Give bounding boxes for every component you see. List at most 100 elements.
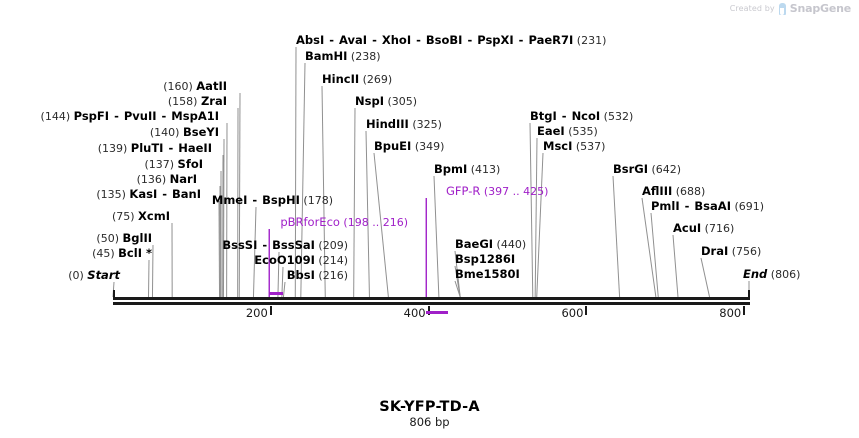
enzyme-name: BtgI: [530, 109, 557, 123]
snapgene-logo-icon: [778, 2, 786, 15]
enzyme-label-sfoi[interactable]: (137) SfoI: [144, 157, 203, 172]
enzyme-label-drai[interactable]: DraI (756): [701, 245, 762, 259]
enzyme-label-bsp1286i[interactable]: Bsp1286I: [455, 253, 515, 266]
enzyme-separator: -: [412, 33, 425, 47]
enzyme-name: PaeR7I: [528, 33, 574, 47]
enzyme-name: End: [743, 267, 768, 281]
enzyme-name: Bsp1286I: [455, 252, 516, 266]
enzyme-name: Start: [87, 268, 120, 282]
enzyme-position: (135): [96, 188, 130, 201]
enzyme-name: BsrGI: [613, 162, 648, 176]
enzyme-position: (537): [572, 140, 606, 153]
enzyme-position: (535): [564, 125, 598, 138]
enzyme-position: (305): [383, 95, 418, 108]
enzyme-label-xcmi[interactable]: (75) XcmI: [112, 210, 170, 224]
watermark-created-by-text: Created by: [729, 4, 775, 13]
enzyme-label-pspfi-group[interactable]: (144) PspFI - PvuII - MspA1I: [40, 109, 219, 124]
enzyme-label-bbsi[interactable]: BbsI (216): [286, 268, 348, 283]
enzyme-label-bme1580i[interactable]: Bme1580I: [455, 268, 520, 281]
enzyme-position: (45): [92, 247, 119, 260]
enzyme-name: KasI: [129, 187, 158, 201]
enzyme-separator: -: [680, 199, 694, 213]
ruler-tick: [743, 306, 746, 315]
enzyme-label-pluti-haeii[interactable]: (139) PluTI - HaeII: [98, 141, 212, 156]
enzyme-label-eaei[interactable]: EaeI (535): [537, 125, 598, 139]
enzyme-position: (231): [573, 34, 607, 47]
enzyme-label-bpuei[interactable]: BpuEI (349): [374, 140, 445, 154]
enzyme-separator: -: [110, 109, 123, 123]
enzyme-name: XhoI: [381, 33, 412, 47]
enzyme-position: (532): [600, 110, 634, 123]
enzyme-label-bseyi[interactable]: (140) BseYI: [150, 126, 219, 140]
enzyme-position: (642): [648, 163, 682, 176]
enzyme-name: GFP-R: [446, 184, 481, 198]
enzyme-name: PspXI: [477, 33, 514, 47]
enzyme-label-bsssi-bsssai[interactable]: BssSI - BssSaI (209): [222, 238, 348, 253]
enzyme-label-bamhi[interactable]: BamHI (238): [305, 50, 381, 64]
enzyme-label-nspi[interactable]: NspI (305): [355, 95, 418, 109]
enzyme-label-kasi-bani[interactable]: (135) KasI - BanI: [96, 187, 201, 202]
enzyme-position: (214): [314, 254, 348, 267]
enzyme-name: PspFI: [73, 109, 110, 123]
enzyme-name: SfoI: [177, 157, 203, 171]
enzyme-label-nari[interactable]: (136) NarI: [137, 172, 197, 187]
enzyme-name: ZraI: [200, 94, 227, 108]
backbone-end-cap: [748, 290, 750, 298]
enzyme-name: AbsI: [296, 33, 325, 47]
enzyme-label-bcli[interactable]: (45) BclI *: [92, 247, 152, 261]
feature-bar-gfp-r-bar[interactable]: [426, 311, 449, 314]
enzyme-label-acui[interactable]: AcuI (716): [673, 221, 734, 236]
enzyme-label-start[interactable]: (0) Start: [68, 268, 120, 283]
enzyme-separator: -: [258, 238, 272, 252]
enzyme-position: (209): [314, 239, 348, 252]
enzyme-position: (756): [728, 245, 762, 258]
enzyme-name: MspA1I: [171, 109, 219, 123]
enzyme-name: AflIII: [642, 184, 673, 198]
enzyme-name: PvuII: [123, 109, 157, 123]
enzyme-label-aatii[interactable]: (160) AatII: [163, 80, 227, 94]
enzyme-name: BsaAI: [694, 199, 731, 213]
enzyme-position: (0): [68, 269, 88, 282]
enzyme-label-hincii[interactable]: HincII (269): [322, 72, 393, 87]
enzyme-separator: -: [368, 33, 381, 47]
enzyme-label-btgi-ncoi[interactable]: BtgI - NcoI (532): [530, 109, 634, 124]
enzyme-name: PluTI: [130, 141, 164, 155]
enzyme-label-pbrforeco[interactable]: pBRforEco (198 .. 216): [280, 215, 408, 230]
enzyme-label-mmei-bsphi[interactable]: MmeI - BspHI (178): [212, 194, 333, 208]
enzyme-name: NarI: [169, 172, 197, 186]
enzyme-separator: -: [157, 109, 171, 123]
enzyme-name: HincII: [322, 72, 360, 86]
enzyme-position: (144): [40, 110, 74, 123]
ruler-tick-label: 800: [719, 306, 742, 320]
enzyme-label-bpmi[interactable]: BpmI (413): [434, 163, 501, 177]
enzyme-label-hindiii[interactable]: HindIII (325): [366, 117, 442, 132]
enzyme-label-afliii[interactable]: AflIII (688): [642, 184, 705, 199]
enzyme-label-pmli-bsaai[interactable]: PmlI - BsaAI (691): [651, 199, 764, 214]
enzyme-label-bglii[interactable]: (50) BglII: [96, 231, 153, 246]
ruler-tick: [427, 306, 430, 315]
enzyme-position: (349): [411, 140, 445, 153]
enzyme-label-gfp-r[interactable]: GFP-R (397 .. 425): [446, 184, 548, 199]
enzyme-position: (269): [359, 73, 393, 86]
enzyme-name: AcuI: [673, 221, 702, 235]
enzyme-label-baegi[interactable]: BaeGI (440): [455, 238, 526, 252]
enzyme-name: HindIII: [366, 117, 409, 131]
enzyme-name: pBRforEco: [280, 215, 340, 229]
enzyme-label-ecoo109i[interactable]: EcoO109I (214): [254, 253, 348, 268]
enzyme-name: EcoO109I: [254, 253, 315, 267]
enzyme-position: (137): [144, 158, 178, 171]
enzyme-label-msci[interactable]: MscI (537): [543, 140, 606, 154]
ruler-tick-label: 400: [403, 306, 426, 320]
enzyme-name: BglII: [122, 231, 153, 245]
feature-bar-pbrforeco-bar[interactable]: [269, 292, 284, 295]
enzyme-label-end[interactable]: End (806): [743, 267, 800, 282]
enzyme-name: PmlI: [651, 199, 680, 213]
enzyme-label-bsrgi[interactable]: BsrGI (642): [613, 162, 682, 177]
enzyme-name: BssSI: [222, 238, 258, 252]
enzyme-name: BbsI: [286, 268, 315, 282]
enzyme-position: (413): [467, 163, 501, 176]
enzyme-name: BsoBI: [425, 33, 463, 47]
enzyme-label-zrai[interactable]: (158) ZraI: [168, 94, 227, 109]
enzyme-label-absi-group[interactable]: AbsI - AvaI - XhoI - BsoBI - PspXI - Pae…: [296, 33, 607, 48]
